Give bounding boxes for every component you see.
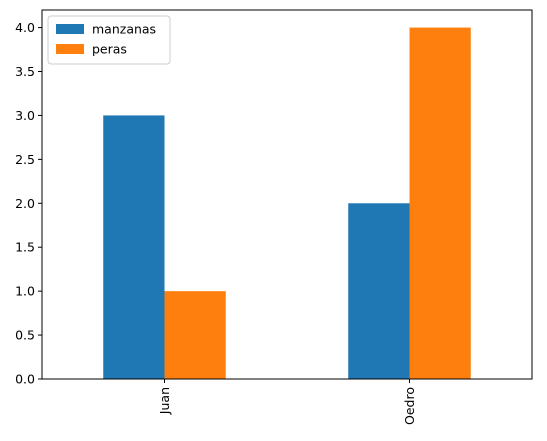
bars-group (103, 27, 471, 379)
y-tick-label: 0.5 (15, 328, 35, 343)
y-tick-label: 4.0 (15, 20, 35, 35)
x-tick-label: Oedro (402, 387, 417, 425)
y-tick-label: 0.0 (15, 372, 35, 387)
y-tick-label: 2.5 (15, 152, 35, 167)
bar-peras-Juan (164, 291, 226, 379)
legend-label-peras: peras (92, 42, 127, 57)
plot-frame (41, 9, 533, 380)
bar-peras-Oedro (409, 27, 471, 379)
legend-label-manzanas: manzanas (92, 22, 156, 37)
x-tick-label: Juan (157, 387, 172, 415)
bar-manzanas-Oedro (348, 203, 410, 379)
y-tick-label: 1.5 (15, 240, 35, 255)
y-tick-label: 3.5 (15, 64, 35, 79)
legend-swatch-peras (56, 44, 84, 54)
y-tick-label: 1.0 (15, 284, 35, 299)
y-tick-label: 2.0 (15, 196, 35, 211)
y-axis: 0.0 0.5 1.0 1.5 2.0 2.5 3.0 3.5 4.0 (15, 20, 42, 387)
bar-manzanas-Juan (103, 115, 165, 379)
y-tick-label: 3.0 (15, 108, 35, 123)
x-axis: Juan Oedro (157, 379, 417, 425)
legend: manzanas peras (47, 15, 171, 65)
legend-swatch-manzanas (56, 24, 84, 34)
